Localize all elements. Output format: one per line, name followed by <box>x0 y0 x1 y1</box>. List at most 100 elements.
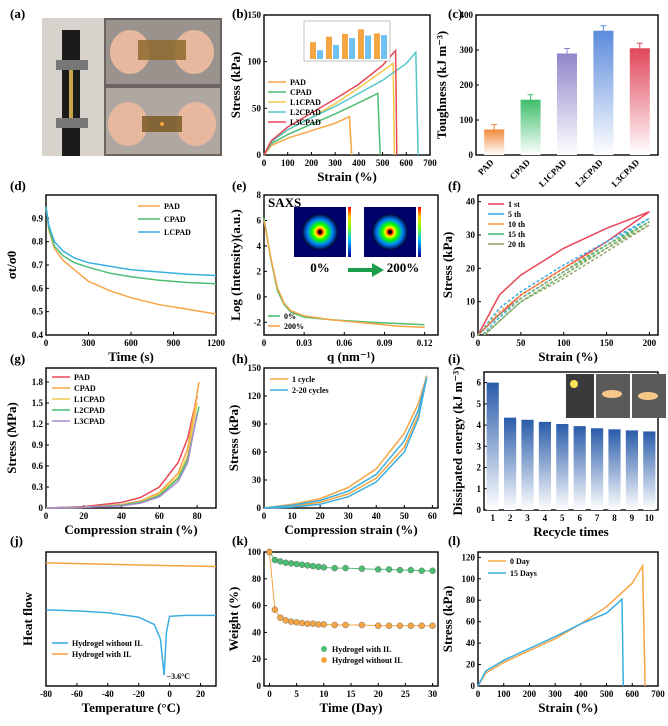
panel-label-l: (l) <box>448 533 460 548</box>
bar <box>486 382 499 510</box>
annotation-0: 0% <box>310 260 330 275</box>
y-tick-label: 40 <box>466 197 476 207</box>
x-axis-label: q (nm⁻¹) <box>327 349 375 364</box>
x-tick-label: 500 <box>600 689 614 699</box>
x-tick-label: 6 <box>577 513 582 523</box>
data-point <box>358 565 366 572</box>
x-tick-label: 100 <box>557 338 571 348</box>
panel-label-i: (i) <box>448 351 460 366</box>
x-tick-label: 9 <box>630 513 635 523</box>
y-tick-label: 90 <box>252 419 262 429</box>
x-tick-label: 600 <box>124 338 138 348</box>
legend-label: CPAD <box>74 384 96 393</box>
data-point <box>429 622 436 629</box>
legend-label: 2-20 cycles <box>292 386 329 395</box>
x-tick-label: PAD <box>476 157 496 177</box>
x-tick-label: 15 <box>347 689 357 699</box>
chart-e: 0 0.03 0.06 0.09 0.12 -2 0 2 4 6 8 q (nm⁻¹) Log (Int… <box>228 190 439 364</box>
x-axis-label: Time (s) <box>108 349 154 364</box>
bar <box>573 426 586 510</box>
y-tick-label: 0 <box>257 503 262 513</box>
y-axis-label: Stress (kPa) <box>440 232 455 299</box>
series-line-l3cpad <box>263 48 398 156</box>
y-tick-label: 30 <box>252 475 262 485</box>
x-tick-label: 600 <box>626 689 640 699</box>
y-axis-label: Log (Intensity)(a.u.) <box>228 209 243 321</box>
y-tick-label: 60 <box>252 447 262 457</box>
y-tick-label: 120 <box>248 391 262 401</box>
x-tick-label: 40 <box>117 511 127 521</box>
x-tick-label: 20 <box>374 689 384 699</box>
x-tick-label: -40 <box>102 689 114 699</box>
legend-label: L3CPAD <box>74 417 105 426</box>
chart-l: 0 100 200 300 400 500 600 700 0 20 40 60 80 100 120 Str… <box>440 551 665 715</box>
chart-d: 0 300 600 900 1200 0.4 0.5 0.6 0.7 0.8 0.9 Time (s)… <box>4 194 226 364</box>
x-tick-label: 0 <box>44 511 49 521</box>
y-tick-label: 2 <box>257 266 262 276</box>
plot-frame <box>45 194 217 336</box>
legend-label: PAD <box>290 78 306 87</box>
x-tick-label: 0 <box>476 338 481 348</box>
x-tick-label: 0.12 <box>417 338 433 348</box>
legend-label: 200% <box>284 322 304 331</box>
legend-label: PAD <box>164 202 180 211</box>
y-tick-label: 0 <box>257 292 262 302</box>
chart-k: 0 5 10 15 20 25 30 0 20 40 60 80 100 Time (Day) Weight… <box>226 547 439 715</box>
y-axis-label: Heat flow <box>20 591 35 645</box>
y-tick-label: 150 <box>248 10 262 20</box>
legend-label: L1CPAD <box>74 395 105 404</box>
x-tick-label: 20 <box>316 511 326 521</box>
series-line-15-days <box>477 597 625 687</box>
data-point <box>287 618 295 625</box>
x-tick-label: 10 <box>645 513 655 523</box>
series-line-1-cycle <box>263 375 428 509</box>
panel-label-f: (f) <box>448 178 461 193</box>
data-point <box>282 617 289 624</box>
x-tick-label: 50 <box>516 338 526 348</box>
photo-i <box>566 374 666 418</box>
y-tick-label: 0 <box>257 150 262 160</box>
y-tick-label: 0 <box>257 681 262 691</box>
saxs-image-200 <box>364 207 421 257</box>
y-tick-label: 0.3 <box>32 482 44 492</box>
y-tick-label: 0.5 <box>32 307 44 317</box>
data-point <box>385 566 393 573</box>
x-tick-label: -60 <box>71 689 83 699</box>
plot-frame <box>477 194 659 336</box>
bar <box>521 419 534 510</box>
y-tick-label: 0 <box>469 150 474 160</box>
legend-label: PAD <box>74 373 90 382</box>
series-line-0-day <box>477 563 646 687</box>
legend-label: Hydrogel without IL <box>72 639 143 648</box>
legend-label: Hydrogel without IL <box>332 656 403 665</box>
y-tick-label: 4 <box>477 420 482 430</box>
legend-label: 20 th <box>508 240 526 249</box>
y-tick-label: 0.4 <box>32 330 44 340</box>
x-tick-label: 1 <box>490 513 495 523</box>
x-tick-label: 3 <box>525 513 530 523</box>
x-tick-label: 500 <box>376 158 390 168</box>
x-tick-label: L1CPAD <box>537 157 569 189</box>
plot-frame <box>263 14 431 156</box>
x-axis-label: Strain (%) <box>317 169 377 184</box>
inset-bar-stress <box>365 35 371 59</box>
series-line-lcpad <box>45 206 217 277</box>
arrow-icon <box>348 263 384 277</box>
series-line-l3cpad <box>45 413 198 509</box>
y-tick-label: 60 <box>466 617 476 627</box>
x-tick-label: 10 <box>319 689 329 699</box>
x-tick-label: 100 <box>497 689 511 699</box>
x-tick-label: 20 <box>79 511 89 521</box>
data-point <box>315 563 322 570</box>
x-tick-label: 200 <box>305 158 319 168</box>
x-tick-label: 200 <box>523 689 537 699</box>
inset-bar-stress <box>381 35 387 59</box>
y-tick-label: 20 <box>466 660 476 670</box>
legend-label: 0% <box>284 312 296 321</box>
y-tick-label: 1.2 <box>32 419 44 429</box>
panel-label-g: (g) <box>10 351 25 366</box>
bar <box>538 421 551 510</box>
plot-frame <box>483 371 659 511</box>
x-tick-label: 5 <box>560 513 565 523</box>
